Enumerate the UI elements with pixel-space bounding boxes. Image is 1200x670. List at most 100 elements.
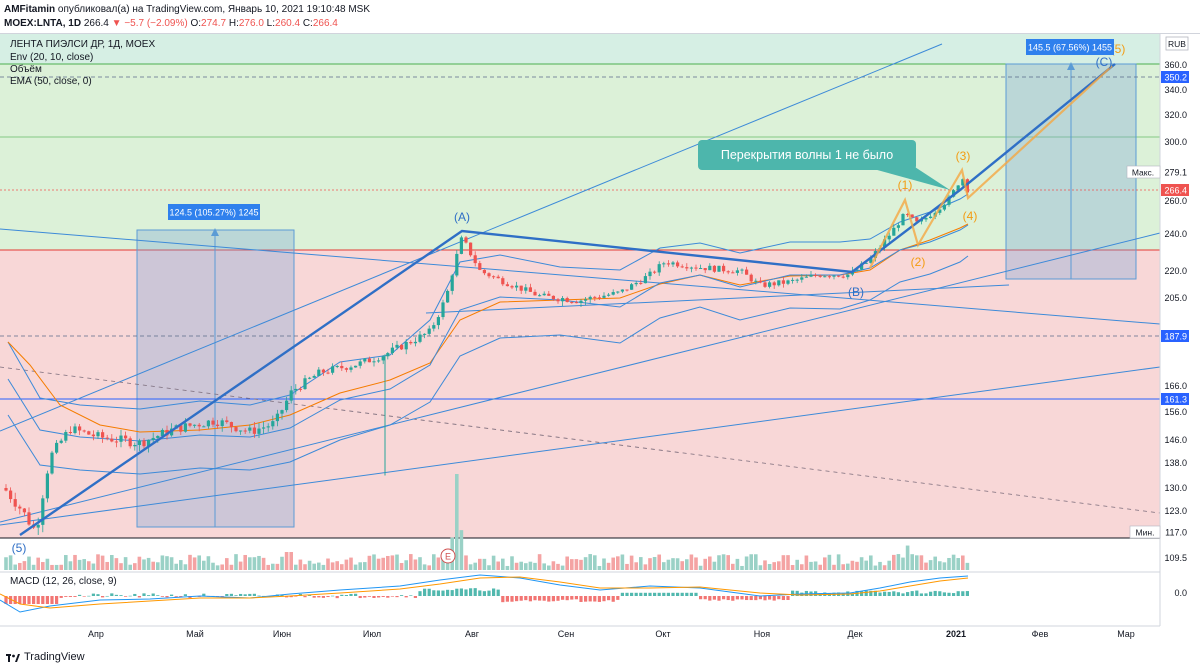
candle-body [303, 378, 307, 390]
candle-body [285, 400, 289, 411]
macd-histogram-bar [312, 596, 316, 598]
macd-histogram-bar [248, 593, 252, 596]
volume-bar [367, 555, 372, 570]
macd-histogram-bar [423, 588, 427, 596]
macd-histogram-bar [542, 596, 546, 601]
volume-bar [666, 559, 671, 570]
time-tick-label: Окт [655, 629, 670, 639]
candle-body [648, 271, 652, 277]
macd-histogram-bar [340, 594, 344, 596]
candle-body [216, 424, 220, 427]
candle-body [942, 204, 946, 210]
macd-histogram-bar [726, 596, 730, 601]
candle-body [64, 432, 68, 441]
macd-histogram-bar [662, 592, 666, 596]
volume-bar [363, 562, 367, 570]
volume-bar [422, 564, 427, 570]
macd-histogram-bar [860, 591, 864, 596]
level-350-tag: 350.2 [1164, 73, 1187, 83]
macd-histogram-bar [482, 591, 486, 596]
macd-signal-line [0, 576, 969, 609]
legend-ema[interactable]: EMA (50, close, 0) [10, 76, 92, 87]
macd-histogram-bar [505, 596, 509, 602]
macd-histogram-bar [607, 596, 611, 601]
macd-histogram [4, 588, 969, 604]
volume-bar [951, 554, 956, 570]
currency-badge[interactable] [1165, 36, 1189, 51]
volume-bar [712, 561, 717, 570]
macd-histogram-bar [68, 596, 72, 597]
candle-body [593, 296, 597, 298]
volume-bar [413, 559, 418, 570]
volume-bar [606, 562, 611, 570]
candle-body [915, 217, 919, 222]
candle-body [41, 498, 45, 525]
volume-bar [133, 563, 137, 570]
legend-title[interactable]: ЛЕНТА ПИЭЛСИ ДР, 1Д, MOEX [10, 39, 156, 50]
volume-bar [721, 554, 726, 570]
price-tick-label: 260.0 [1164, 196, 1187, 206]
wave-label-4: (4) [963, 209, 978, 223]
macd-histogram-bar [602, 596, 606, 602]
candle-body [45, 473, 49, 499]
price-tick-label: 300.0 [1164, 137, 1187, 147]
candle-body [708, 265, 712, 271]
legend-env[interactable]: Env (20, 10, close) [10, 52, 94, 63]
impulse-wave-line [869, 65, 1113, 269]
candle-body [18, 506, 22, 509]
callout-box[interactable] [698, 140, 916, 170]
legend-macd[interactable]: MACD (12, 26, close, 9) [10, 576, 117, 587]
volume-bar [749, 554, 753, 570]
macd-histogram-bar [961, 591, 965, 596]
macd-histogram-bar [781, 596, 785, 601]
price-tick-label: 109.5 [1164, 553, 1187, 563]
macd-histogram-bar [450, 590, 454, 596]
volume-bar [648, 558, 652, 570]
volume-bar [289, 552, 293, 570]
macd-histogram-bar [114, 594, 118, 596]
volume-bar [146, 557, 151, 570]
candle-body [312, 375, 316, 378]
price-chart[interactable]: (5) (A) (B) (C) (1) (2) (3) (4) (5) Пере… [0, 34, 1200, 648]
author-name[interactable]: AMFitamin [4, 4, 56, 15]
symbol-label[interactable]: MOEX:LNTA, 1D [4, 18, 82, 29]
candle-body [896, 225, 900, 228]
volume-bar [528, 561, 533, 570]
macd-histogram-bar [772, 596, 776, 601]
candle-body [584, 299, 588, 301]
volume-bar [169, 557, 174, 570]
price-tick-label: 166.0 [1164, 381, 1187, 391]
volume-bar [340, 564, 344, 570]
candle-body [625, 289, 629, 291]
candle-body [349, 367, 353, 370]
dashed-descending-line [0, 366, 1161, 514]
time-tick-label: Сен [558, 629, 575, 639]
macd-histogram-bar [653, 592, 657, 596]
candle-body [892, 227, 896, 236]
macd-histogram-bar [873, 590, 877, 596]
volume-bar [873, 565, 878, 570]
macd-histogram-bar [252, 593, 256, 596]
candle-body [837, 275, 841, 277]
wave-label-3: (3) [956, 149, 971, 163]
volume-bar [238, 561, 243, 570]
macd-histogram-bar [289, 596, 293, 598]
macd-histogram-bar [795, 590, 799, 596]
candle-body [197, 424, 201, 427]
candle-body [832, 275, 836, 277]
price-tick-label: 360.0 [1164, 60, 1187, 70]
volume-bar [560, 565, 565, 570]
candle-body [478, 263, 482, 270]
macd-histogram-bar [413, 596, 417, 598]
time-tick-label: Фев [1032, 629, 1049, 639]
footer-brand[interactable]: TradingView [24, 651, 85, 663]
volume-bar [192, 557, 197, 570]
min-value: 117.0 [1165, 528, 1187, 538]
volume-bar [703, 558, 707, 570]
min-label: Мин. [1136, 528, 1155, 538]
event-marker-icon[interactable] [440, 548, 456, 564]
measure-label-right: 145.5 (67.56%) 1455 [1028, 43, 1112, 53]
macd-histogram-bar [915, 590, 919, 596]
candle-body [597, 297, 601, 299]
legend-volume[interactable]: Объём [10, 64, 42, 75]
